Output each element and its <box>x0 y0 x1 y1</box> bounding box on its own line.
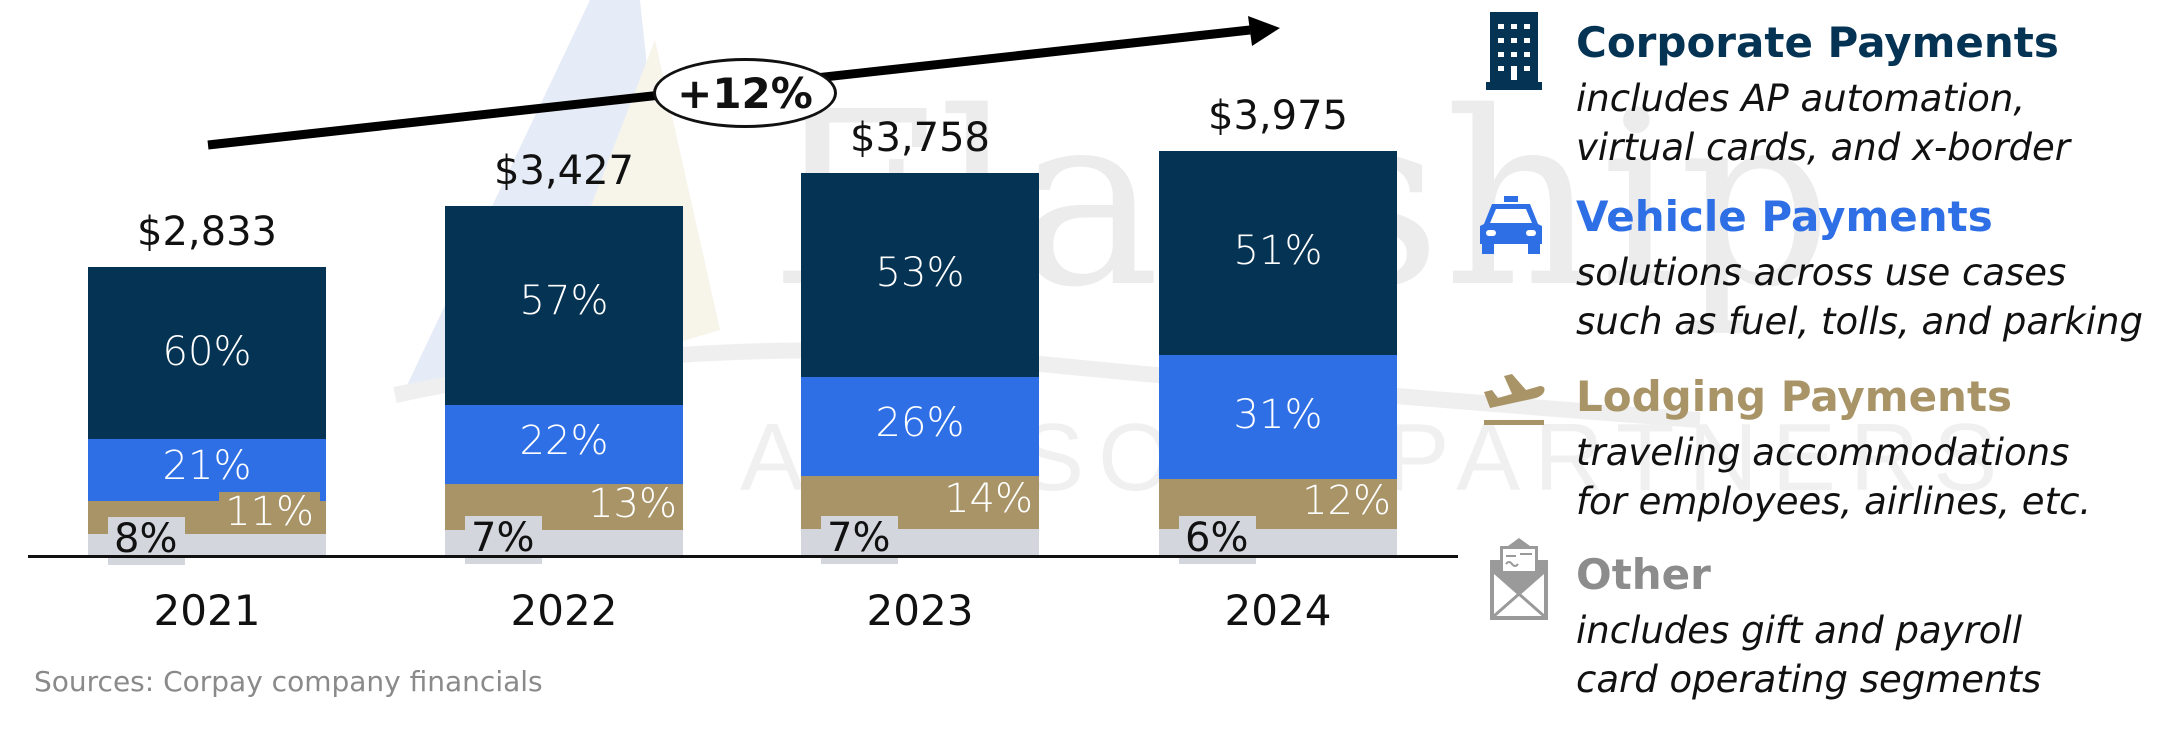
segment-label: 31% <box>1233 392 1323 438</box>
x-tick-2024: 2024 <box>1224 586 1332 635</box>
bar-total-2024: $3,975 <box>1208 93 1348 139</box>
segment-label: 14% <box>944 476 1033 522</box>
bar-2022: 57% 22% 13% 7% <box>445 206 683 564</box>
segment-corporate: 60% <box>88 267 326 439</box>
growth-rate-badge: +12% <box>653 58 837 128</box>
building-icon <box>1486 12 1542 90</box>
segment-vehicle: 21% <box>88 439 326 501</box>
segment-corporate: 57% <box>445 206 683 405</box>
segment-vehicle: 31% <box>1159 355 1397 479</box>
segment-label: 60% <box>162 329 252 375</box>
bar-total-2022: $3,427 <box>494 148 634 194</box>
legend-desc-line: virtual cards, and x-border <box>1576 126 2070 169</box>
legend-desc-line: for employees, airlines, etc. <box>1576 480 2092 523</box>
legend-desc-line: such as fuel, tolls, and parking <box>1576 300 2143 343</box>
legend: Corporate Payments includes AP automatio… <box>1470 0 2160 731</box>
segment-vehicle: 26% <box>801 377 1039 476</box>
legend-desc-line: card operating segments <box>1576 658 2042 701</box>
bar-total-2021: $2,833 <box>137 209 277 255</box>
segment-vehicle: 22% <box>445 405 683 484</box>
open-envelope-icon <box>1490 538 1548 620</box>
segment-label: 26% <box>875 400 965 446</box>
source-note: Sources: Corpay company financials <box>34 665 543 698</box>
segment-label: 12% <box>1302 478 1391 524</box>
x-tick-2021: 2021 <box>153 586 261 635</box>
legend-desc-line: traveling accommodations <box>1576 431 2070 474</box>
segment-corporate: 53% <box>801 173 1039 377</box>
legend-title: Vehicle Payments <box>1576 192 1993 241</box>
segment-corporate: 51% <box>1159 151 1397 355</box>
legend-desc-line: includes gift and payroll <box>1576 609 2022 652</box>
airplane-departure-icon <box>1484 374 1545 425</box>
legend-desc-line: solutions across use cases <box>1576 251 2067 294</box>
segment-label: 22% <box>519 418 609 464</box>
segment-label: 11% <box>219 492 320 532</box>
bar-2023: 53% 26% 14% 7% <box>801 173 1039 564</box>
legend-title: Lodging Payments <box>1576 372 2013 421</box>
segment-label: 51% <box>1233 228 1323 274</box>
bar-2021: 60% 21% 11% 8% <box>88 267 326 565</box>
legend-title: Corporate Payments <box>1576 18 2059 67</box>
legend-desc-line: includes AP automation, <box>1576 77 2026 120</box>
taxi-icon <box>1480 196 1542 254</box>
segment-label: 57% <box>519 278 609 324</box>
segment-label: 53% <box>875 250 965 296</box>
segment-label: 21% <box>162 443 252 489</box>
x-tick-2022: 2022 <box>510 586 618 635</box>
bar-2024: 51% 31% 12% 6% <box>1159 151 1397 564</box>
stacked-bar-chart: +12% $2,833 60% 21% 11% 8% 2021 $3,427 5… <box>28 16 1458 698</box>
x-tick-2023: 2023 <box>866 586 974 635</box>
legend-title: Other <box>1576 550 1711 599</box>
bar-total-2023: $3,758 <box>850 115 990 161</box>
segment-label: 13% <box>588 481 677 527</box>
x-axis-line <box>28 555 1458 558</box>
